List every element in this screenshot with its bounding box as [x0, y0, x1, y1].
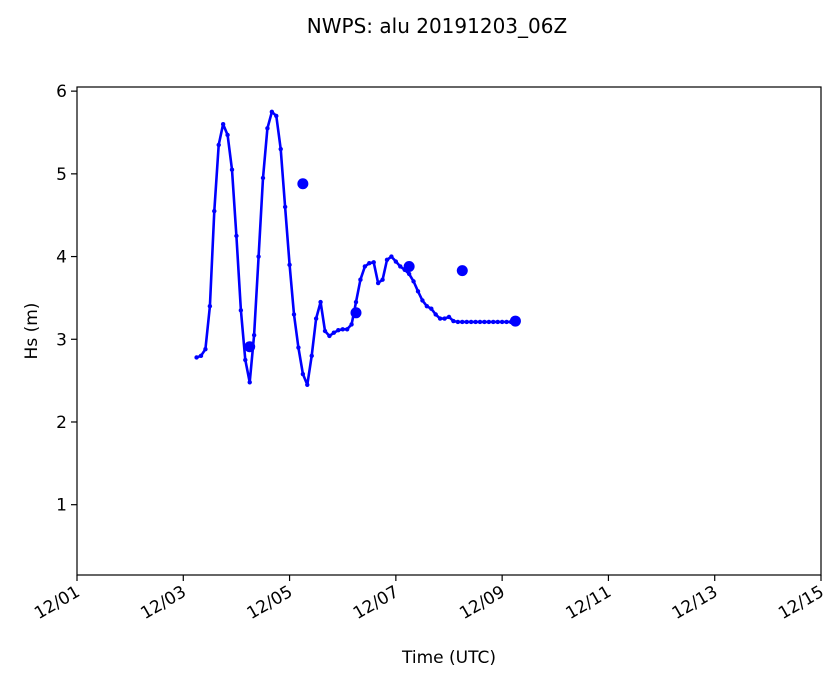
y-tick-label: 1: [56, 496, 67, 516]
series-point: [225, 132, 230, 138]
series-point: [327, 333, 332, 339]
x-tick-label: 12/07: [350, 582, 402, 624]
highlight-point: [509, 315, 521, 327]
series-point: [322, 328, 328, 334]
x-tick-label: 12/01: [31, 582, 83, 624]
highlight-point: [456, 265, 468, 277]
series-point: [477, 319, 483, 325]
series-point: [344, 327, 350, 332]
series-point: [437, 316, 443, 321]
series-point: [371, 260, 376, 265]
series-point: [238, 308, 244, 313]
series-point: [375, 280, 381, 286]
series-point: [305, 382, 310, 387]
series-point: [331, 330, 337, 335]
x-tick-label: 12/05: [244, 582, 296, 624]
series-point: [455, 319, 461, 325]
series-point: [203, 346, 208, 352]
series-point: [473, 319, 478, 325]
x-tick-label: 12/09: [456, 582, 508, 624]
x-axis-label: Time (UTC): [401, 648, 496, 668]
highlight-point: [297, 178, 309, 190]
series-point: [243, 357, 248, 363]
series-point: [420, 298, 425, 303]
series-point: [309, 353, 314, 359]
series-point: [336, 327, 341, 333]
series-point: [251, 332, 257, 338]
plot-frame: [76, 86, 822, 576]
series-point: [415, 289, 421, 294]
series-point: [367, 260, 372, 266]
series-point: [433, 312, 438, 317]
series-point: [398, 264, 403, 269]
series-point: [207, 303, 213, 309]
series-point: [220, 122, 226, 127]
series-point: [384, 257, 390, 263]
series-point: [212, 208, 217, 214]
x-tick-label: 12/03: [137, 582, 189, 624]
series-point: [282, 204, 288, 210]
series-point: [446, 314, 452, 320]
highlight-point: [350, 307, 362, 319]
series-point: [313, 316, 319, 321]
y-tick-label: 5: [56, 165, 67, 185]
series-point: [411, 279, 416, 284]
y-axis-ticks: 1 2 3 4 5 6: [56, 82, 77, 516]
y-tick-label: 6: [56, 82, 67, 102]
highlight-point: [403, 260, 415, 272]
series-point: [362, 264, 368, 269]
series-point: [389, 254, 394, 259]
series-point: [260, 175, 266, 181]
y-axis-label: Hs (m): [22, 303, 42, 360]
series-point: [468, 319, 474, 325]
x-tick-label: 12/13: [669, 582, 721, 624]
series-point: [349, 322, 354, 327]
chart-title: NWPS: alu 20191203_06Z: [307, 14, 567, 38]
series-point: [198, 353, 204, 359]
series-point: [393, 259, 399, 264]
series-point: [429, 306, 434, 311]
y-tick-label: 4: [56, 248, 67, 268]
series-point: [499, 319, 505, 325]
series-point: [318, 299, 323, 305]
series-point: [296, 345, 301, 350]
series-point: [358, 277, 363, 282]
series-point: [504, 319, 509, 325]
series-point: [486, 319, 492, 325]
series-point: [265, 126, 270, 131]
series-point: [442, 316, 447, 321]
series-point: [278, 146, 283, 152]
series-point: [460, 319, 465, 325]
series-point: [269, 109, 275, 115]
series-point: [406, 271, 412, 277]
y-tick-label: 3: [56, 330, 67, 350]
series-point: [424, 303, 430, 309]
plot-area: [77, 87, 821, 575]
series-point: [495, 319, 500, 325]
series-point: [353, 299, 359, 305]
series-point: [229, 167, 235, 172]
series-point: [491, 319, 496, 325]
series-point: [464, 319, 469, 325]
x-tick-label: 12/11: [562, 582, 614, 624]
series-point: [216, 142, 221, 148]
series-point: [482, 319, 487, 325]
series-point: [380, 277, 385, 282]
series-point: [194, 355, 199, 360]
x-tick-label: 12/15: [775, 582, 827, 624]
series-layer: [194, 109, 521, 387]
series-point: [340, 327, 345, 332]
highlight-point: [244, 341, 256, 353]
y-tick-label: 2: [56, 413, 67, 433]
series-point: [451, 318, 456, 324]
series-point: [287, 262, 292, 268]
series-point: [274, 113, 279, 119]
series-point: [247, 380, 252, 385]
series-point: [256, 254, 261, 259]
series-point: [291, 312, 297, 317]
series-point: [300, 371, 306, 377]
series-point: [234, 233, 239, 239]
x-axis-ticks: 12/01 12/03 12/05 12/07 12/09 12/11 12/13 12/15: [31, 575, 828, 624]
